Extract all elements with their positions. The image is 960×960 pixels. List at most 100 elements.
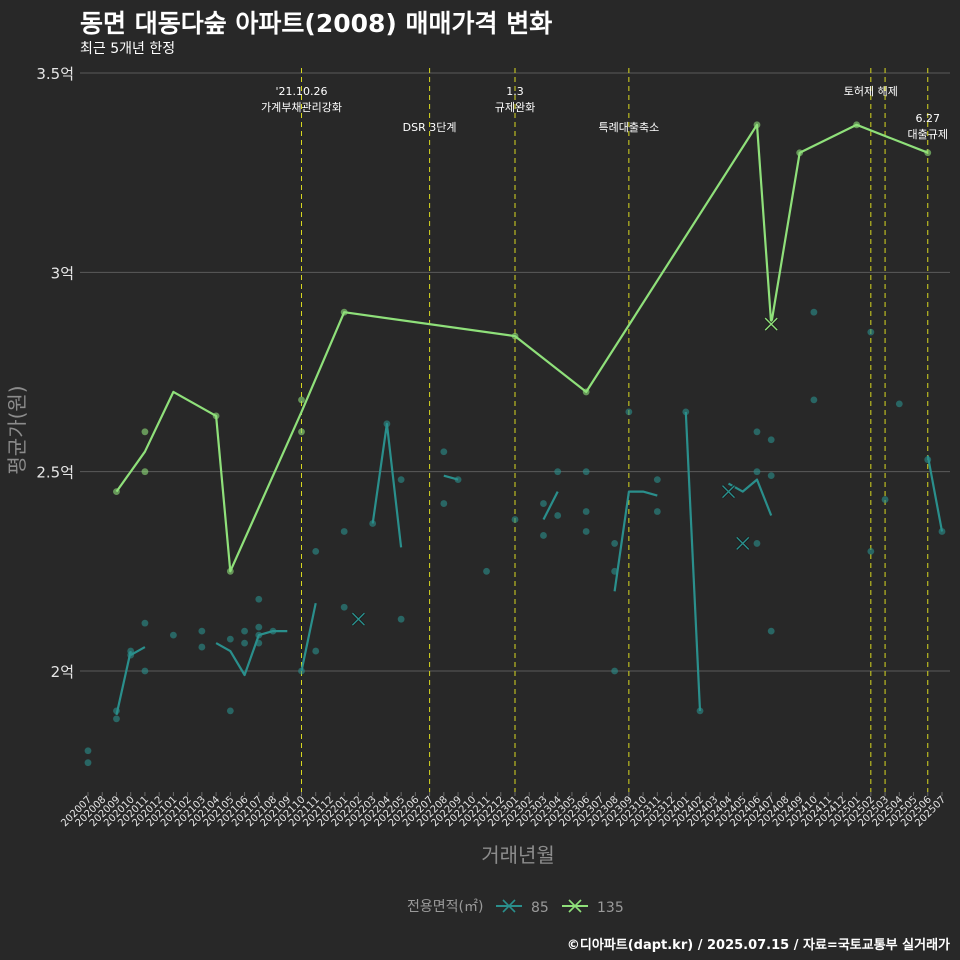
y-tick-label: 3억 [51, 264, 74, 282]
data-point [127, 647, 135, 655]
event-label: 토허제 해제 [844, 84, 898, 98]
event-label: 1.3 [506, 85, 524, 98]
series-line [371, 422, 403, 548]
data-point [582, 508, 590, 515]
data-point [625, 408, 633, 416]
legend-title: 전용면적(㎡) [407, 899, 483, 915]
data-point [226, 635, 234, 643]
x-marker [764, 317, 779, 332]
data-point [554, 468, 562, 476]
data-point [767, 627, 775, 635]
data-point [582, 528, 590, 535]
legend: 전용면적(㎡) 85 135 [407, 899, 624, 916]
data-point [867, 548, 875, 555]
x-marker-stroke [351, 612, 365, 626]
data-point [141, 667, 149, 675]
data-point [141, 468, 149, 476]
data-point [170, 631, 177, 639]
data-point [767, 436, 775, 444]
data-point [611, 667, 619, 675]
data-point [653, 476, 661, 484]
data-point [810, 308, 818, 316]
series-line [300, 602, 317, 672]
y-tick-label: 3.5억 [36, 65, 74, 83]
legend-item-135: 135 [562, 899, 624, 916]
x-marker [721, 484, 736, 499]
data-point [881, 496, 889, 503]
x-marker-stroke [764, 317, 778, 331]
data-point [241, 627, 248, 635]
data-point [511, 516, 519, 523]
legend-label: 85 [531, 900, 549, 916]
source-caption: ©디아파트(dapt.kr) / 2025.07.15 / 자료=국토교통부 실… [566, 938, 950, 953]
series-line [115, 650, 132, 716]
series-line [542, 491, 559, 520]
y-tick-label: 2.5억 [36, 464, 74, 482]
data-point [312, 647, 320, 655]
chart-title: 동면 대동다숲 아파트(2008) 매매가격 변화 [80, 9, 553, 38]
data-point [753, 540, 761, 547]
event-label: 대출규제 [908, 128, 948, 141]
data-point [483, 567, 490, 575]
chart-subtitle: 최근 5개년 한정 [80, 41, 176, 57]
data-point [397, 476, 405, 484]
data-series [84, 121, 946, 767]
data-point [653, 508, 661, 515]
data-point [753, 428, 761, 436]
legend-marker [502, 899, 516, 913]
series-line [443, 474, 459, 481]
data-point [540, 500, 547, 507]
data-point [84, 747, 92, 755]
series-line [115, 123, 929, 573]
legend-marker [568, 899, 582, 913]
data-point [895, 400, 903, 408]
data-point [810, 396, 818, 404]
data-point [540, 532, 547, 539]
data-point [397, 615, 405, 623]
legend-label: 135 [597, 900, 624, 916]
x-axis-ticks: 2020072020082020092020102020112020122021… [59, 792, 948, 829]
event-label: '21.10.26 [275, 85, 327, 98]
data-point [84, 759, 92, 767]
data-point [611, 540, 619, 547]
x-marker [351, 612, 366, 627]
legend-item-85: 85 [496, 899, 549, 916]
x-marker-stroke [722, 485, 735, 499]
data-point [682, 408, 690, 416]
event-label: 규제완화 [495, 101, 535, 114]
data-point [582, 468, 590, 476]
data-point [554, 512, 562, 519]
y-axis-title: 평균가(원) [5, 385, 29, 474]
data-point [198, 627, 206, 635]
event-label: 6.27 [916, 112, 941, 125]
data-point [312, 548, 320, 555]
data-point [440, 500, 448, 507]
data-point [340, 528, 348, 535]
data-point [767, 472, 775, 480]
data-point [141, 619, 149, 627]
series-line [926, 455, 944, 532]
data-point [226, 707, 234, 715]
data-point [113, 715, 120, 723]
y-axis-ticks: 2억 2.5억 3억 3.5억 [36, 65, 74, 681]
data-point [440, 448, 448, 456]
series-line [727, 478, 773, 516]
series-85 [84, 308, 946, 767]
series-line [684, 411, 702, 711]
event-label: 특례대출축소 [598, 121, 659, 134]
x-marker-stroke [736, 536, 750, 550]
x-axis-title: 거래년월 [481, 843, 555, 867]
series-135 [113, 121, 932, 575]
x-marker [735, 536, 750, 551]
series-line [130, 646, 146, 657]
event-label: 가계부채관리강화 [261, 101, 342, 114]
data-point [198, 643, 206, 651]
y-tick-label: 2억 [51, 663, 74, 681]
data-point [255, 595, 263, 603]
data-point [298, 428, 305, 436]
series-line [613, 490, 658, 592]
event-label: DSR 3단계 [403, 121, 457, 134]
data-point [255, 623, 263, 631]
data-point [753, 468, 761, 476]
